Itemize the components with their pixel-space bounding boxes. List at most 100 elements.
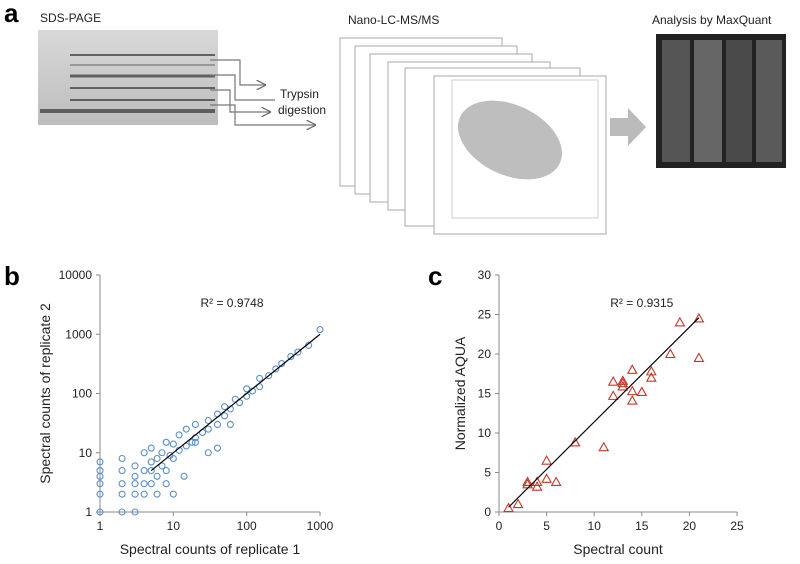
point bbox=[645, 372, 657, 382]
point bbox=[153, 454, 161, 463]
point bbox=[541, 473, 553, 483]
digestion-arrows bbox=[210, 59, 315, 125]
point bbox=[221, 403, 229, 411]
point bbox=[96, 467, 104, 475]
point bbox=[287, 353, 295, 361]
y-tick-label: 15 bbox=[478, 387, 492, 401]
point bbox=[204, 449, 212, 457]
point bbox=[626, 385, 638, 396]
point bbox=[153, 472, 161, 480]
x-axis-label: Spectral counts of replicate 1 bbox=[120, 541, 301, 557]
point bbox=[316, 326, 324, 334]
point bbox=[180, 472, 188, 480]
flow-arrow bbox=[610, 108, 646, 146]
x-tick-label: 0 bbox=[496, 519, 503, 533]
point bbox=[162, 467, 170, 475]
point bbox=[140, 467, 148, 475]
annotation: R² = 0.9315 bbox=[610, 296, 673, 310]
point bbox=[96, 480, 104, 488]
y-tick-label: 1000 bbox=[65, 327, 92, 341]
x-tick-label: 1 bbox=[97, 519, 104, 533]
point bbox=[522, 476, 534, 487]
step-label: Analysis by MaxQuant bbox=[652, 13, 772, 27]
x-tick-label: 100 bbox=[237, 519, 257, 533]
point bbox=[226, 420, 234, 429]
point bbox=[140, 480, 148, 488]
point bbox=[147, 444, 155, 452]
point bbox=[131, 472, 139, 480]
step-label: SDS-PAGE bbox=[40, 11, 101, 25]
point bbox=[512, 498, 524, 509]
point bbox=[617, 380, 629, 391]
point bbox=[598, 441, 610, 452]
step-label: Nano-LC-MS/MS bbox=[348, 13, 439, 27]
point bbox=[541, 455, 553, 465]
point bbox=[256, 374, 264, 382]
point bbox=[131, 462, 139, 470]
point bbox=[693, 312, 705, 323]
point bbox=[131, 480, 139, 488]
point bbox=[131, 508, 139, 516]
point bbox=[140, 490, 148, 498]
point bbox=[158, 449, 166, 457]
x-tick-label: 5 bbox=[543, 519, 550, 533]
point bbox=[188, 438, 196, 446]
point bbox=[158, 462, 166, 470]
point bbox=[243, 385, 251, 393]
gel-image bbox=[38, 30, 218, 125]
annotation: R² = 0.9748 bbox=[200, 296, 263, 310]
point bbox=[175, 431, 183, 439]
x-tick-label: 15 bbox=[635, 519, 649, 533]
point bbox=[674, 316, 686, 327]
point bbox=[645, 365, 657, 376]
point bbox=[153, 490, 161, 498]
trendline bbox=[508, 317, 700, 508]
y-tick-label: 0 bbox=[484, 505, 491, 519]
y-tick-label: 20 bbox=[478, 347, 492, 361]
point bbox=[272, 365, 280, 373]
point bbox=[169, 490, 177, 498]
point bbox=[265, 372, 273, 380]
panel-label: b bbox=[4, 261, 20, 291]
point bbox=[162, 438, 170, 446]
point bbox=[221, 412, 229, 420]
point bbox=[147, 480, 155, 488]
y-tick-label: 10 bbox=[79, 446, 93, 460]
x-tick-label: 10 bbox=[167, 519, 181, 533]
point bbox=[162, 480, 170, 488]
point bbox=[169, 454, 177, 463]
point bbox=[118, 490, 126, 498]
y-axis-label: Spectral counts of replicate 2 bbox=[37, 303, 53, 484]
point bbox=[118, 467, 126, 475]
trendline bbox=[150, 333, 321, 472]
point bbox=[140, 449, 148, 457]
ms-spectra bbox=[339, 37, 607, 235]
point bbox=[191, 438, 199, 446]
point bbox=[204, 416, 212, 425]
panel-label: c bbox=[428, 261, 442, 291]
panel-label: a bbox=[4, 0, 19, 28]
point bbox=[96, 508, 104, 516]
point bbox=[118, 508, 126, 516]
point bbox=[569, 436, 581, 447]
x-tick-label: 20 bbox=[683, 519, 697, 533]
point bbox=[617, 377, 629, 388]
y-tick-label: 1 bbox=[85, 505, 92, 519]
point bbox=[294, 348, 302, 356]
point bbox=[191, 420, 199, 429]
point bbox=[118, 454, 126, 463]
point bbox=[664, 348, 676, 359]
digestion-label: digestion bbox=[278, 103, 326, 117]
server-image bbox=[656, 34, 786, 168]
y-tick-label: 5 bbox=[484, 466, 491, 480]
y-tick-label: 100 bbox=[72, 387, 92, 401]
y-tick-label: 25 bbox=[478, 308, 492, 322]
digestion-label: Trypsin bbox=[280, 87, 319, 101]
point bbox=[636, 386, 648, 396]
y-axis-label: Normalized AQUA bbox=[452, 336, 468, 450]
point bbox=[626, 394, 638, 405]
point bbox=[169, 440, 177, 448]
point bbox=[617, 375, 629, 385]
point bbox=[531, 481, 543, 491]
